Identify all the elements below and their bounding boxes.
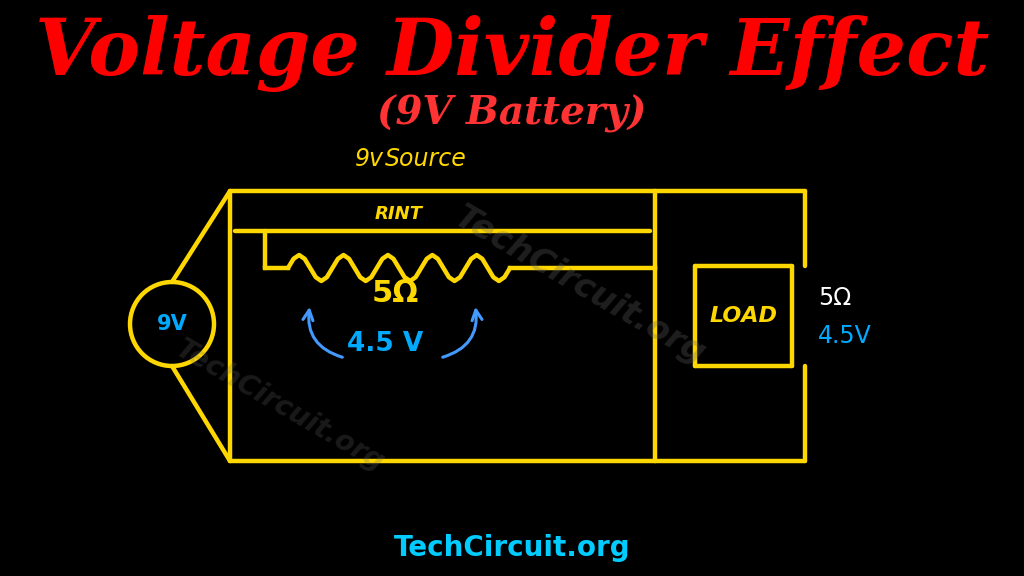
Text: 9v: 9v [355, 147, 384, 171]
Text: TechCircuit.org: TechCircuit.org [171, 335, 389, 477]
Text: LOAD: LOAD [710, 306, 777, 326]
Text: (9V Battery): (9V Battery) [377, 95, 647, 133]
Text: TechCircuit.org: TechCircuit.org [449, 200, 712, 372]
Text: 5Ω: 5Ω [818, 286, 851, 310]
Text: 5Ω: 5Ω [372, 279, 419, 309]
Text: TechCircuit.org: TechCircuit.org [393, 534, 631, 562]
Text: Voltage Divider Effect: Voltage Divider Effect [35, 16, 989, 93]
Text: 9V: 9V [157, 314, 187, 334]
Text: RINT: RINT [375, 205, 423, 223]
Text: Source: Source [385, 147, 467, 171]
Text: 4.5V: 4.5V [818, 324, 871, 348]
Text: 4.5 V: 4.5 V [347, 331, 423, 357]
